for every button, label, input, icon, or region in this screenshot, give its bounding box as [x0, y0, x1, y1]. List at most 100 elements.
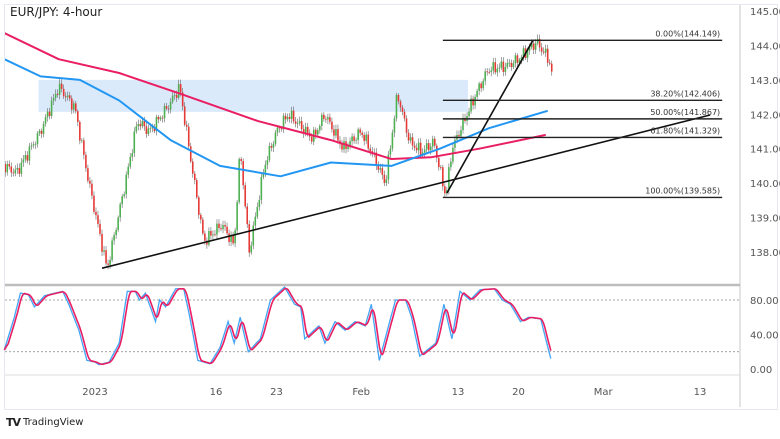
candle — [0, 160, 2, 162]
candle — [99, 223, 101, 234]
candle — [516, 55, 519, 63]
candle — [14, 169, 17, 174]
candle — [232, 234, 234, 244]
stochastic-tick-label: 0.00 — [750, 365, 772, 376]
candle — [532, 43, 535, 50]
candle — [193, 173, 196, 181]
candle — [433, 138, 436, 146]
candle — [218, 223, 220, 229]
candle — [107, 263, 109, 265]
axes-layer: 145.000 144.000 143.000 142.000 141.000 140.0… — [5, 5, 780, 407]
candle — [282, 115, 285, 130]
candle — [68, 95, 71, 99]
candle — [198, 197, 200, 215]
stochastic-d-line — [3, 287, 552, 365]
candle — [240, 159, 242, 161]
candle — [272, 143, 275, 148]
candle — [256, 206, 259, 217]
date-tick-label: 16 — [210, 387, 223, 398]
candle — [333, 129, 335, 136]
candle — [411, 137, 414, 146]
fib-level-label: 0.00%(144.149) — [655, 29, 720, 38]
candle — [379, 168, 382, 170]
candle — [181, 92, 184, 107]
candle — [254, 216, 257, 226]
candle — [419, 142, 422, 156]
candle — [12, 172, 15, 174]
candle — [64, 96, 67, 98]
candle — [36, 133, 39, 145]
candle — [30, 145, 33, 147]
candle — [377, 165, 380, 170]
candle — [341, 144, 343, 150]
candle — [10, 166, 13, 173]
price-tick-label: 144.000 — [750, 41, 780, 52]
candle — [470, 98, 472, 112]
resistance-zone — [38, 79, 469, 112]
chart-frame — [4, 4, 778, 410]
candle — [522, 48, 525, 58]
candle — [550, 63, 553, 72]
candle — [62, 88, 65, 97]
candle — [540, 47, 543, 52]
candle — [444, 186, 446, 194]
candle — [127, 166, 130, 175]
candle — [208, 231, 210, 245]
candle — [417, 142, 420, 151]
candle — [242, 160, 244, 186]
candle — [508, 62, 511, 64]
price-tick-label: 139.000 — [750, 214, 780, 225]
candle — [38, 130, 41, 134]
candle — [34, 144, 37, 145]
candle — [125, 174, 128, 195]
candle — [381, 168, 384, 175]
candle — [278, 127, 281, 129]
candle — [274, 132, 277, 144]
candle — [276, 127, 279, 133]
candle — [518, 59, 521, 63]
price-tick-label: 141.000 — [750, 145, 780, 156]
candle — [18, 167, 21, 174]
date-tick-label: Feb — [352, 387, 370, 398]
fast-moving-average-line — [5, 58, 548, 178]
candle — [226, 226, 228, 234]
candle — [407, 132, 410, 141]
candle — [270, 145, 273, 148]
candle — [413, 145, 416, 148]
candle — [292, 110, 295, 122]
candle — [155, 116, 158, 132]
candle — [425, 143, 428, 150]
candle — [121, 196, 123, 205]
candles-layer — [0, 34, 553, 270]
candle — [484, 71, 486, 81]
candle — [302, 129, 305, 134]
candle — [175, 94, 178, 98]
candle — [395, 95, 398, 119]
candle — [95, 211, 97, 216]
candle — [520, 57, 523, 60]
candle — [16, 167, 19, 170]
candle — [133, 131, 136, 154]
candle — [8, 164, 11, 167]
candle — [284, 115, 287, 120]
candle — [490, 70, 493, 72]
candle — [327, 117, 329, 120]
candle — [478, 83, 480, 91]
candle — [115, 229, 117, 235]
candle — [151, 126, 154, 129]
candle — [238, 159, 240, 203]
candle — [54, 93, 57, 99]
candle — [435, 145, 438, 158]
candle — [123, 194, 126, 197]
candle — [147, 128, 150, 134]
candle — [246, 206, 249, 225]
chart-title: EUR/JPY: 4-hour — [10, 5, 103, 19]
candle — [87, 168, 89, 181]
candle — [427, 143, 430, 151]
candle — [448, 167, 450, 191]
candle — [492, 62, 495, 71]
candle — [546, 48, 549, 63]
tradingview-logo[interactable]: TV TradingView — [6, 416, 83, 429]
candle — [502, 61, 505, 72]
